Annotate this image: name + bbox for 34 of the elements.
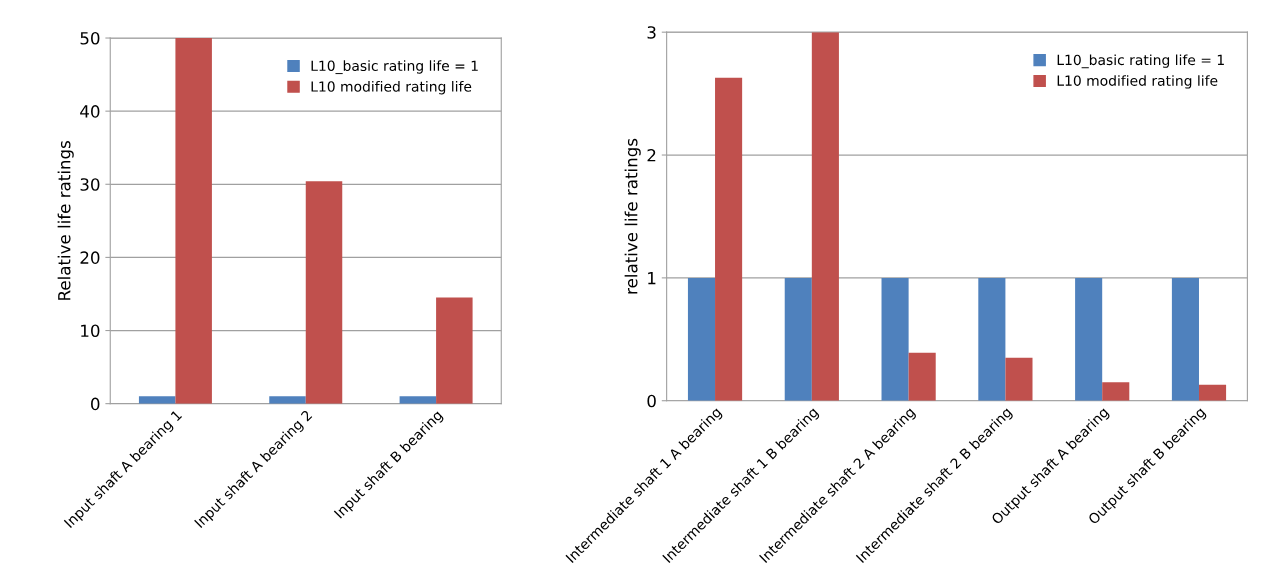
y-tick-label: 40 [80, 105, 100, 118]
bar [175, 38, 212, 404]
y-tick-label: 3 [647, 26, 656, 39]
bar [784, 277, 812, 401]
bar [978, 277, 1006, 401]
y-tick-label: 30 [80, 178, 100, 191]
y-tick-label: 1 [648, 272, 656, 285]
bar [436, 297, 473, 404]
bar [811, 32, 839, 401]
bar [1198, 384, 1227, 401]
y-axis-title: relative life ratings [624, 138, 641, 294]
bar [1102, 382, 1130, 401]
y-axis-title: Relative life ratings [57, 141, 74, 300]
y-tick-label: 50 [80, 31, 100, 45]
bar [881, 277, 909, 401]
bar [305, 181, 343, 404]
bar [908, 352, 936, 401]
legend-label: L10 modified rating life [1057, 75, 1218, 89]
legend-label: L10_basic rating life = 1 [1057, 54, 1224, 69]
y-tick-label: 20 [80, 251, 100, 264]
bar [399, 396, 437, 404]
bar [138, 396, 176, 404]
y-tick-label: 0 [647, 394, 656, 408]
bar [715, 77, 743, 401]
y-tick-label: 2 [647, 148, 656, 162]
bar [1005, 357, 1033, 401]
legend-label: L10 modified rating life [311, 81, 472, 95]
y-tick-label: 10 [81, 324, 100, 338]
legend-label: L10_basic rating life = 1 [311, 60, 478, 75]
bar [1075, 277, 1103, 401]
bar [687, 277, 716, 401]
bar [1171, 277, 1199, 401]
bar [269, 396, 306, 404]
y-tick-label: 0 [91, 397, 100, 411]
